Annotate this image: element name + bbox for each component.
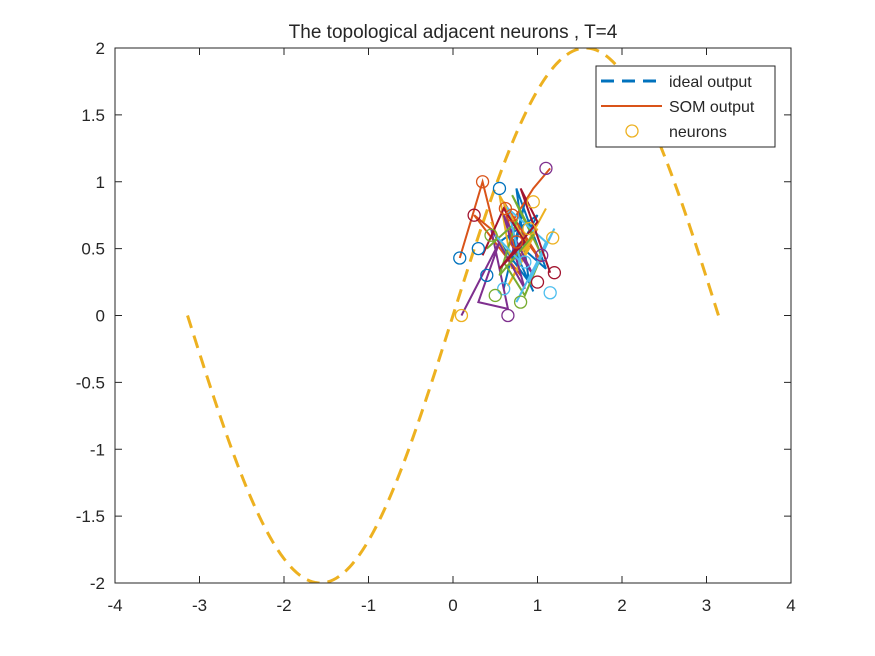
y-tick-label: -0.5: [76, 373, 105, 392]
chart-title: The topological adjacent neurons , T=4: [289, 22, 618, 43]
neuron-marker: [547, 266, 562, 280]
neuron-marker: [522, 221, 536, 236]
neuron-marker: [488, 288, 502, 303]
neuron-marker: [509, 235, 524, 249]
legend: ideal output SOM output neurons: [595, 65, 776, 148]
y-tick-label: 0: [96, 307, 105, 326]
neuron-marker: [526, 195, 540, 209]
legend-swatch-neuron: [625, 124, 639, 138]
neuron-marker: [480, 268, 494, 283]
y-tick-label: -2: [90, 574, 105, 593]
neuron-marker: [454, 308, 469, 323]
som-output-line-6: [494, 205, 556, 303]
neuron-marker: [475, 175, 490, 189]
x-tick-label: 4: [786, 596, 795, 615]
y-tick-label: 0.5: [81, 240, 105, 259]
x-tick-label: 3: [702, 596, 711, 615]
neuron-marker: [453, 251, 467, 265]
neuron-marker: [497, 282, 511, 296]
ideal-output-line: [186, 48, 720, 583]
legend-label: ideal output: [669, 74, 752, 91]
y-tick-label: 1: [96, 173, 105, 192]
legend-label: SOM output: [669, 99, 755, 116]
y-tick-label: 1.5: [81, 106, 105, 125]
neuron-marker: [539, 161, 553, 176]
y-tick-label: -1: [90, 440, 105, 459]
neuron-marker: [501, 308, 515, 323]
neuron-marker: [518, 255, 532, 269]
y-tick-label: -1.5: [76, 507, 105, 526]
x-tick-label: 2: [617, 596, 626, 615]
neuron-marker: [513, 295, 528, 309]
x-tick-label: -2: [276, 596, 291, 615]
som-output-line-7: [481, 187, 552, 274]
x-tick-label: -4: [107, 596, 122, 615]
neuron-marker: [492, 181, 507, 196]
neuron-marker: [471, 241, 486, 256]
neuron-marker: [543, 286, 557, 300]
neuron-marker: [530, 275, 545, 289]
axes: -4 -3 -2 -1 0 1 2 3 4 2 1.5 1 0.5 0 -0.5 -1 -1.5 -2: [76, 39, 796, 615]
neuron-marker: [484, 228, 498, 242]
legend-label: neurons: [669, 124, 727, 141]
neuron-marker: [498, 201, 513, 216]
x-tick-label: -3: [192, 596, 207, 615]
x-tick-label: 0: [448, 596, 457, 615]
x-tick-label: 1: [533, 596, 542, 615]
neuron-marker: [467, 208, 481, 222]
neuron-marker: [535, 248, 549, 262]
som-output-line-4: [460, 214, 535, 316]
neuron-marker: [546, 231, 560, 245]
y-tick-label: 2: [96, 39, 105, 58]
neuron-marker: [505, 208, 519, 222]
x-tick-label: -1: [361, 596, 376, 615]
